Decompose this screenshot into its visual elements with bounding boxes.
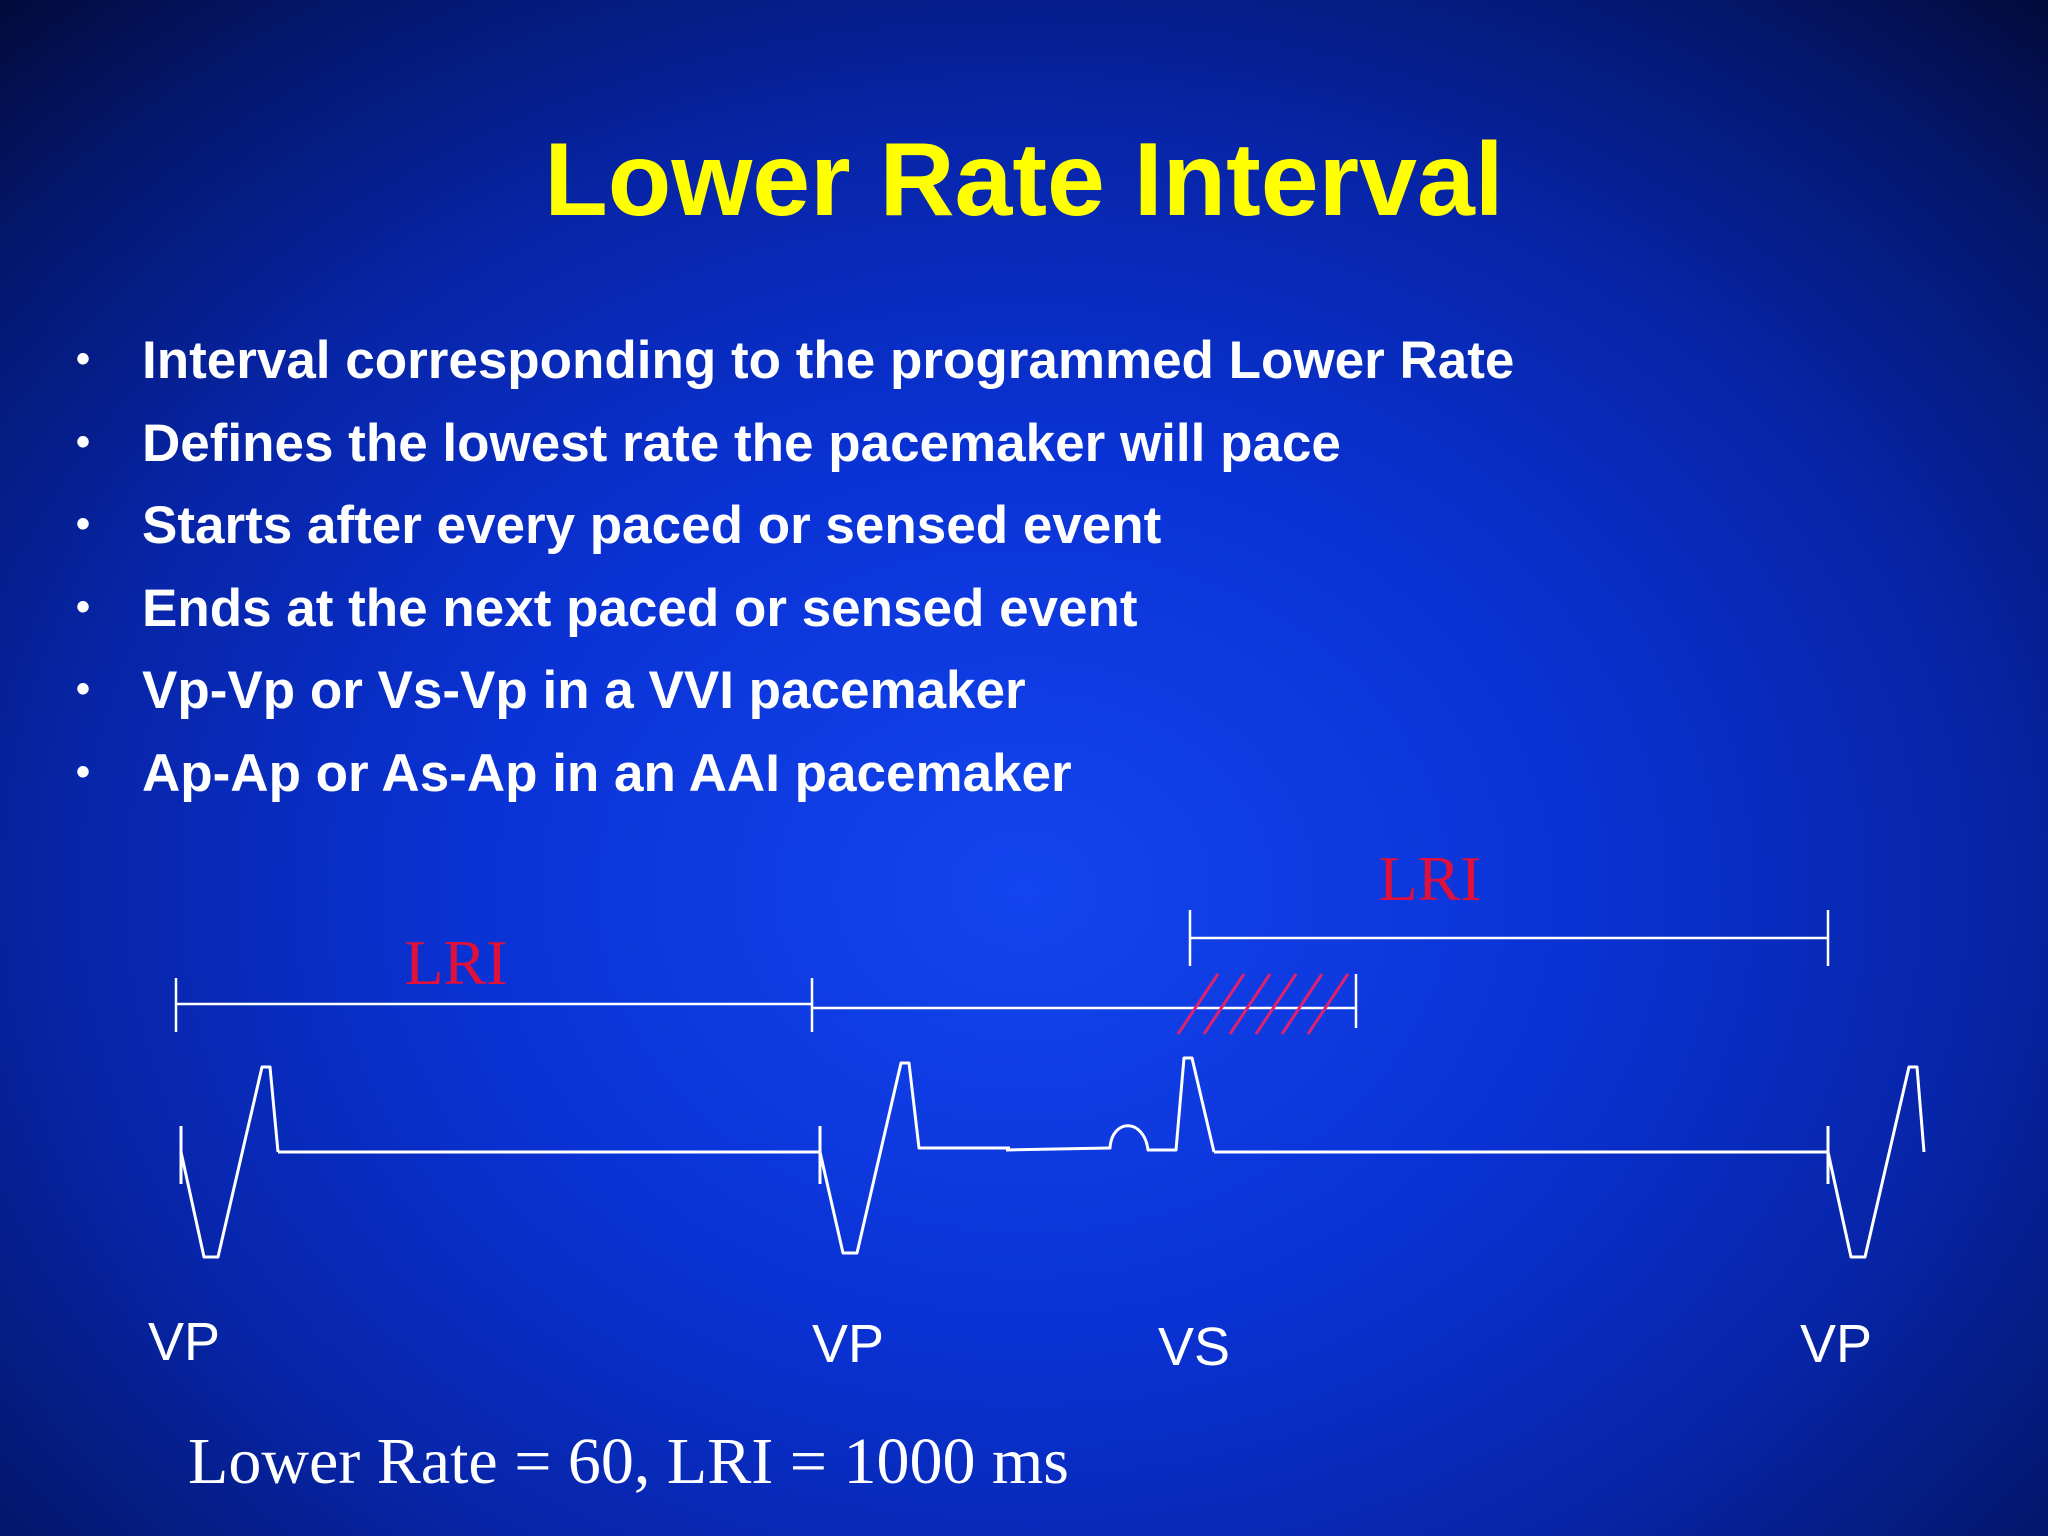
reset-hatch-marks — [1176, 973, 1350, 1035]
bullet-dot-icon: • — [76, 749, 91, 794]
event-label-vs: VS — [1158, 1317, 1230, 1377]
paced-beat-1 — [179, 1065, 280, 1259]
paced-beat-3 — [1826, 1065, 1926, 1259]
slide-title: Lower Rate Interval — [544, 122, 1504, 238]
lri-label-first: LRI — [404, 927, 507, 998]
p-wave — [1108, 1124, 1170, 1152]
bullet-item: • Ends at the next paced or sensed event — [72, 568, 1514, 651]
paced-beat-2 — [818, 1061, 1010, 1255]
sensed-beat — [1170, 1056, 1216, 1153]
event-label-vp: VP — [148, 1312, 220, 1372]
bullet-text: Vp-Vp or Vs-Vp in a VVI pacemaker — [142, 661, 1026, 720]
bullet-text: Ap-Ap or As-Ap in an AAI pacemaker — [142, 743, 1072, 803]
lri-bar-first — [174, 978, 814, 1032]
bullet-dot-icon: • — [76, 667, 91, 711]
bullet-text: Starts after every paced or sensed event — [142, 496, 1162, 555]
bullet-item: • Vp-Vp or Vs-Vp in a VVI pacemaker — [72, 650, 1514, 733]
bullet-item: • Defines the lowest rate the pacemaker w… — [72, 403, 1514, 486]
lri-label-second: LRI — [1378, 843, 1481, 914]
bullet-dot-icon: • — [76, 502, 91, 546]
bullet-text: Ends at the next paced or sensed event — [142, 578, 1138, 638]
escape-interval-bar — [812, 974, 1358, 1028]
bullet-item: • Starts after every paced or sensed even… — [72, 485, 1514, 568]
footer-caption: Lower Rate = 60, LRI = 1000 ms — [188, 1425, 1069, 1498]
bullet-dot-icon: • — [76, 337, 91, 381]
bullet-text: Interval corresponding to the programmed… — [142, 331, 1515, 390]
event-label-vp: VP — [812, 1314, 884, 1374]
bullet-dot-icon: • — [76, 419, 91, 464]
bullet-text: Defines the lowest rate the pacemaker wi… — [142, 413, 1341, 473]
event-label-vp: VP — [1800, 1314, 1872, 1374]
bullet-dot-icon: • — [76, 584, 91, 629]
bullet-item: • Ap-Ap or As-Ap in an AAI pacemaker — [72, 733, 1514, 816]
bullet-item: • Interval corresponding to the programme… — [72, 320, 1514, 403]
bullet-list: • Interval corresponding to the programme… — [72, 320, 1514, 815]
baseline-segment — [1005, 1146, 1111, 1152]
lri-bar-second — [1188, 910, 1830, 966]
